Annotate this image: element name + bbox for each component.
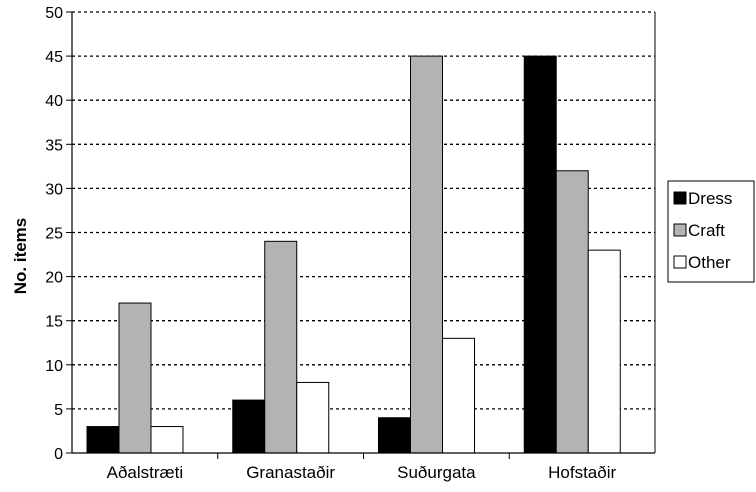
y-tick-label: 15 [45,314,63,331]
y-tick-label: 25 [45,226,63,243]
bar-craft-3 [555,170,589,454]
y-tick-label: 35 [45,137,63,154]
y-tick-label: 0 [54,446,63,463]
x-category-label: Suðurgata [397,463,476,482]
legend-label-other: Other [688,253,731,272]
bar-craft-2 [410,55,443,454]
y-tick-label: 45 [45,49,63,66]
bar-other-3 [587,249,621,454]
legend-swatch-craft [673,223,687,237]
legend-swatch-other [673,255,687,269]
x-category-label: Hofstaðir [548,463,616,482]
bar-craft-1 [264,240,298,454]
legend-label-craft: Craft [688,221,725,240]
y-tick-label: 30 [45,181,63,198]
y-tick-label: 5 [54,402,63,419]
bar-craft-0 [118,302,152,454]
bars [86,55,621,454]
x-category-label: Aðalstræti [107,463,184,482]
bar-other-0 [150,426,184,454]
legend-label-dress: Dress [688,189,732,208]
y-axis-title: No. items [11,218,30,295]
bar-other-2 [442,337,475,454]
bar-other-1 [296,381,330,454]
y-tick-label: 20 [45,270,63,287]
y-tick-label: 10 [45,358,63,375]
bar-dress-0 [86,426,120,454]
bar-dress-3 [523,55,557,454]
legend-swatch-dress [673,191,687,205]
y-tick-label: 40 [45,93,63,110]
bar-dress-1 [232,399,266,454]
axes: 0 5 10 15 20 25 30 35 40 45 50 Aðalstræti Granastaði… [45,5,656,482]
bar-dress-2 [378,417,411,454]
legend: Dress Craft Other [667,180,755,283]
x-category-label: Granastaðir [246,463,335,482]
y-tick-label: 50 [45,5,63,22]
